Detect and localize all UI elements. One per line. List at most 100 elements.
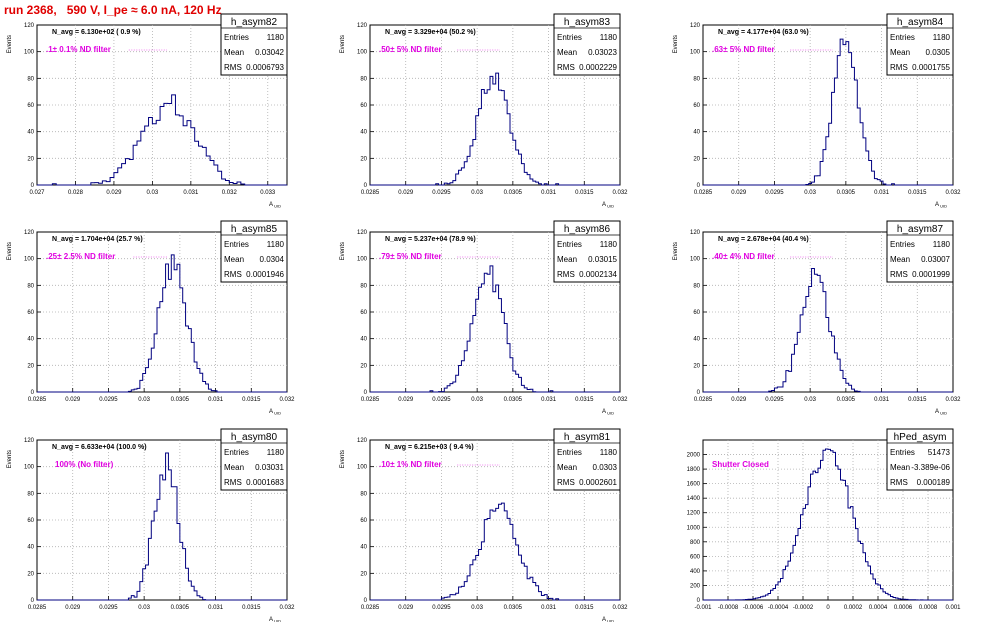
y-axis-label: Events	[7, 450, 13, 468]
y-tick-label: 60	[693, 310, 700, 316]
navg-label: N_avg = 6.215e+03 ( 9.4 %)	[385, 444, 474, 451]
x-tick-label: 0.0305	[171, 397, 190, 403]
panel-h_asym86: 0.0285 0.029 0.0295 0.03 0.0305 0.031 0.0315 0.…	[340, 220, 628, 416]
y-tick-label: 0	[31, 183, 35, 189]
x-tick-label: 0.032	[279, 605, 295, 611]
y-tick-label: 120	[357, 438, 368, 444]
x-tick-label: -0.0008	[718, 605, 739, 611]
x-tick-label: 0.032	[279, 397, 295, 403]
y-tick-label: 60	[360, 518, 367, 524]
stats-value-mean: 0.03015	[588, 255, 617, 264]
y-tick-label: 40	[27, 337, 34, 343]
x-tick-label: 0.032	[612, 190, 628, 196]
x-tick-label: 0.03	[804, 190, 816, 196]
stats-key-mean: Mean	[224, 255, 244, 264]
x-axis-label: A UID	[602, 409, 614, 416]
stats-box	[220, 220, 288, 283]
stats-key-rms: RMS	[224, 270, 242, 279]
histogram-line	[370, 502, 620, 601]
y-tick-label: 40	[27, 545, 34, 551]
stats-value-entries: 1180	[933, 240, 951, 249]
stats-value-rms: 0.0002134	[579, 270, 617, 279]
stats-key-rms: RMS	[890, 63, 908, 72]
x-tick-label: 0.0008	[919, 605, 938, 611]
y-tick-label: 1400	[687, 496, 701, 502]
stats-key-mean: Mean	[224, 463, 244, 472]
y-tick-label: 100	[357, 465, 368, 471]
stats-value-entries: 1180	[600, 448, 618, 457]
stats-key-entries: Entries	[557, 448, 582, 457]
histogram-name: h_asym80	[231, 432, 278, 443]
y-tick-label: 0	[364, 183, 368, 189]
y-tick-label: 20	[27, 156, 34, 162]
y-tick-label: 20	[27, 571, 34, 577]
panel-h_asym82: 0.027 0.028 0.029 0.03 0.031 0.032 0.033 0 20 40 6…	[7, 13, 288, 209]
stats-value-rms: 0.0001999	[912, 270, 950, 279]
stats-value-mean: 0.0303	[593, 463, 618, 472]
x-tick-label: 0.0305	[837, 397, 856, 403]
navg-label: N_avg = 5.237e+04 (78.9 %)	[385, 236, 476, 243]
stats-box	[886, 428, 954, 491]
stats-key-entries: Entries	[557, 240, 582, 249]
filter-annotation: .10± 1% ND filter	[379, 460, 442, 469]
y-tick-label: 20	[27, 363, 34, 369]
y-tick-label: 60	[27, 103, 34, 109]
stats-key-mean: Mean	[557, 255, 577, 264]
histogram-name: hPed_asym	[894, 432, 947, 443]
stats-key-entries: Entries	[890, 240, 915, 249]
x-tick-label: 0.0305	[504, 397, 523, 403]
x-tick-label: 0.0002	[844, 605, 863, 611]
stats-key-mean: Mean	[224, 48, 244, 57]
y-tick-label: 80	[360, 491, 367, 497]
x-tick-label: 0.0305	[171, 605, 190, 611]
x-tick-label: 0.031	[874, 397, 890, 403]
histogram-line	[703, 267, 953, 393]
x-tick-label: 0.0285	[28, 397, 47, 403]
stats-value-entries: 1180	[933, 33, 951, 42]
stats-key-mean: Mean	[557, 463, 577, 472]
y-tick-label: 60	[360, 103, 367, 109]
y-tick-label: 20	[360, 571, 367, 577]
y-tick-label: 60	[360, 310, 367, 316]
y-tick-label: 0	[697, 183, 701, 189]
x-tick-label: 0.0315	[242, 605, 261, 611]
y-tick-label: 100	[24, 465, 35, 471]
x-tick-label: 0.0295	[99, 397, 118, 403]
y-tick-label: 80	[27, 283, 34, 289]
histogram-name: h_asym82	[231, 17, 278, 28]
stats-value-rms: 0.0002601	[579, 478, 617, 487]
x-tick-label: 0.029	[65, 397, 81, 403]
stats-value-mean: 0.03023	[588, 48, 617, 57]
stats-value-mean: 0.0304	[260, 255, 285, 264]
y-tick-label: 2000	[687, 453, 701, 459]
stats-box	[553, 13, 621, 76]
stats-value-entries: 1180	[600, 240, 618, 249]
x-tick-label: 0.03	[471, 397, 483, 403]
y-tick-label: 100	[24, 257, 35, 263]
y-axis-label: Events	[673, 35, 679, 53]
x-tick-label: 0.0315	[908, 397, 927, 403]
stats-box	[220, 428, 288, 491]
stats-key-entries: Entries	[890, 448, 915, 457]
y-axis-label: Events	[340, 35, 346, 53]
stats-value-entries: 1180	[267, 240, 285, 249]
y-tick-label: 0	[364, 390, 368, 396]
x-tick-label: -0.001	[694, 605, 712, 611]
histogram-line	[370, 265, 620, 393]
navg-label: N_avg = 6.633e+04 (100.0 %)	[52, 444, 147, 451]
x-tick-label: 0.0295	[432, 190, 451, 196]
histogram-line	[37, 452, 287, 601]
x-tick-label: 0.0285	[361, 190, 380, 196]
stats-key-mean: Mean	[890, 463, 910, 472]
x-axis-label: A UID	[602, 617, 614, 622]
x-tick-label: 0	[826, 605, 830, 611]
x-tick-label: 0.033	[260, 190, 276, 196]
stats-value-rms: 0.0001683	[246, 478, 284, 487]
panel-h_asym83: 0.0285 0.029 0.0295 0.03 0.0305 0.031 0.0315 0.…	[340, 13, 628, 209]
y-tick-label: 100	[690, 257, 701, 263]
y-tick-label: 120	[690, 23, 701, 29]
histogram-line	[370, 72, 620, 186]
stats-box	[886, 220, 954, 283]
x-axis-label: A UID	[269, 202, 281, 209]
